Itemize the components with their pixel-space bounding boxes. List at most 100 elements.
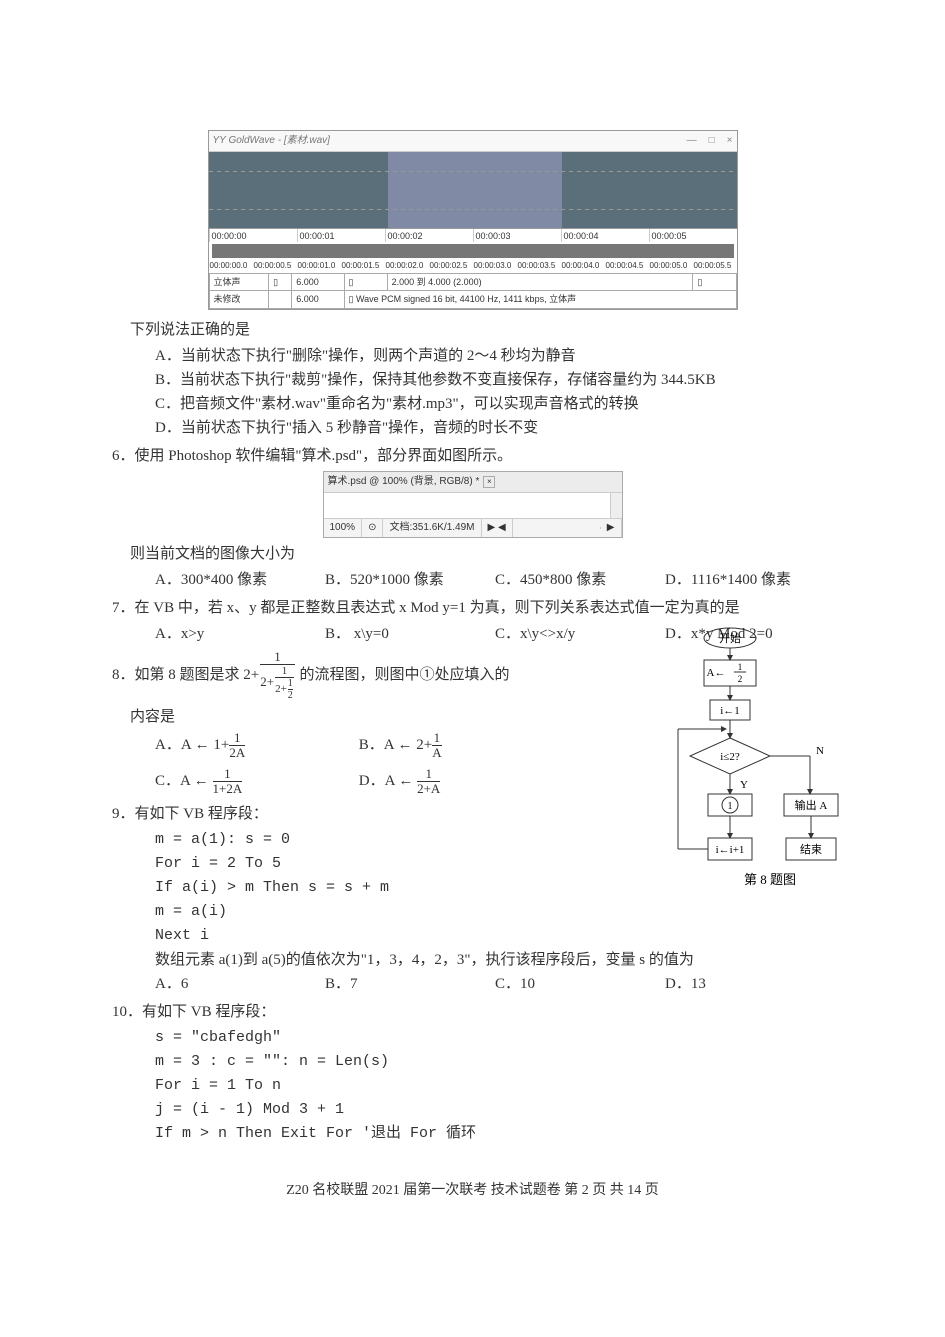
axis-tick: 00:00:03.0 [473, 260, 517, 273]
status-cell: ▯ Wave PCM signed 16 bit, 44100 Hz, 1411… [344, 291, 736, 308]
waveform-selection [388, 190, 562, 228]
option-a: A．A ← 1+12A [155, 731, 355, 761]
minimize-icon[interactable]: — [687, 133, 697, 149]
question9-post: 数组元素 a(1)到 a(5)的值依次为"1，3，4，2，3"，执行该程序段后，… [155, 948, 850, 972]
question8-stem: 8．如第 8 题图是求 2+12+12+12 的流程图，则图中①处应填入的 [112, 650, 660, 701]
status-cell: 6.000 [292, 291, 344, 308]
svg-text:2: 2 [738, 674, 743, 684]
waveform-channel-right [209, 190, 737, 228]
maximize-icon[interactable]: □ [709, 133, 715, 149]
axis-tick: 00:00:01 [297, 229, 385, 242]
axis-tick: 00:00:05.5 [693, 260, 737, 273]
nav-arrows: ▶ ◀ [482, 519, 513, 537]
goldwave-window-buttons: — □ × [687, 133, 733, 149]
question6-post: 则当前文档的图像大小为 [130, 542, 850, 566]
photoshop-canvas [324, 493, 622, 519]
option-c: C．把音频文件"素材.wav"重命名为"素材.mp3"，可以实现声音格式的转换 [155, 392, 850, 416]
scrollbar[interactable] [610, 493, 622, 518]
photoshop-statusbar: 100% ⊙ 文档:351.6K/1.49M ▶ ◀ ▶ [324, 519, 622, 537]
option-b: B．当前状态下执行"裁剪"操作，保持其他参数不变直接保存，存储容量约为 344.… [155, 368, 850, 392]
axis-tick: 00:00:00.0 [209, 260, 253, 273]
waveform-channel-left [209, 152, 737, 190]
time-axis-minor: 00:00:00.0 00:00:00.5 00:00:01.0 00:00:0… [209, 260, 737, 273]
question10-stem: 10．有如下 VB 程序段： [112, 1000, 850, 1024]
time-axis-major: 00:00:00 00:00:01 00:00:02 00:00:03 00:0… [209, 228, 737, 242]
axis-tick: 00:00:03 [473, 229, 561, 242]
status-cell [269, 291, 292, 308]
page: YY GoldWave - [素材.wav] — □ × 00:00:00 00… [0, 0, 945, 1243]
photoshop-tab: 算术.psd @ 100% (背景, RGB/8) * × [324, 472, 622, 493]
waveform-selection [388, 152, 562, 190]
option-d: D．A ← 12+A [359, 767, 441, 797]
page-footer: Z20 名校联盟 2021 届第一次联考 技术试题卷 第 2 页 共 14 页 [95, 1180, 850, 1202]
option-c: C．450*800 像素 [495, 568, 645, 592]
waveform-overview [212, 244, 734, 258]
nav-arrow-right: ▶ [601, 519, 622, 537]
tab-close-icon[interactable]: × [483, 476, 495, 488]
doc-size: 文档:351.6K/1.49M [383, 519, 481, 537]
axis-tick: 00:00:01.5 [341, 260, 385, 273]
code-line: For i = 2 To 5 [155, 852, 660, 876]
svg-text:Y: Y [740, 779, 748, 791]
code-line: If a(i) > m Then s = s + m [155, 876, 660, 900]
nested-fraction: 2+12+12+12 [243, 650, 296, 701]
svg-text:i←1: i←1 [720, 705, 740, 717]
axis-tick: 00:00:02 [385, 229, 473, 242]
axis-tick: 00:00:04.5 [605, 260, 649, 273]
code-line: If m > n Then Exit For '退出 For 循环 [155, 1122, 850, 1146]
question9-stem: 9．有如下 VB 程序段： [112, 802, 660, 826]
option-c: C．A ← 11+2A [155, 767, 355, 797]
option-c: C．x\y<>x/y [495, 622, 645, 646]
option-a: A．当前状态下执行"删除"操作，则两个声道的 2～4 秒均为静音 [155, 344, 850, 368]
status-icon: ⊙ [362, 519, 383, 537]
option-b: B．A ← 2+1A [359, 731, 442, 761]
svg-text:1: 1 [728, 801, 733, 812]
axis-tick: 00:00:05.0 [649, 260, 693, 273]
axis-tick: 00:00:02.5 [429, 260, 473, 273]
status-spacer [513, 527, 601, 529]
question8-wrap: 8．如第 8 题图是求 2+12+12+12 的流程图，则图中①处应填入的 内容… [95, 646, 850, 949]
goldwave-titlebar: YY GoldWave - [素材.wav] — □ × [209, 131, 737, 152]
axis-tick: 00:00:05 [649, 229, 737, 242]
option-d: D．13 [665, 972, 815, 996]
option-a: A．x>y [155, 622, 305, 646]
close-icon[interactable]: × [727, 133, 733, 149]
question9-options: A．6 B．7 C．10 D．13 [155, 972, 850, 996]
axis-tick: 00:00:01.0 [297, 260, 341, 273]
svg-text:A←: A← [707, 667, 726, 679]
option-d: D．当前状态下执行"插入 5 秒静音"操作，音频的时长不变 [155, 416, 850, 440]
svg-text:结束: 结束 [800, 843, 822, 856]
svg-text:N: N [816, 745, 824, 757]
question6-stem: 6．使用 Photoshop 软件编辑"算术.psd"，部分界面如图所示。 [112, 444, 850, 468]
option-b: B． x\y=0 [325, 622, 475, 646]
option-a: A．300*400 像素 [155, 568, 305, 592]
goldwave-statusbar: 立体声 ▯ 6.000 ▯ 2.000 到 4.000 (2.000) ▯ 未修… [209, 273, 737, 309]
svg-text:1: 1 [738, 662, 743, 672]
axis-tick: 00:00:02.0 [385, 260, 429, 273]
axis-tick: 00:00:04 [561, 229, 649, 242]
code-line: m = a(1): s = 0 [155, 828, 660, 852]
q8-stem-mid: 的流程图，则图中①处应填入的 [300, 667, 510, 683]
goldwave-window: YY GoldWave - [素材.wav] — □ × 00:00:00 00… [208, 130, 738, 310]
code-line: s = "cbafedgh" [155, 1026, 850, 1050]
q8-stem-cont: 内容是 [130, 705, 660, 729]
axis-tick: 00:00:00.5 [253, 260, 297, 273]
code-line: j = (i - 1) Mod 3 + 1 [155, 1098, 850, 1122]
question7-stem: 7．在 VB 中，若 x、y 都是正整数且表达式 x Mod y=1 为真，则下… [112, 596, 850, 620]
option-b: B．520*1000 像素 [325, 568, 475, 592]
svg-text:i≤2?: i≤2? [720, 751, 740, 763]
status-cell: 未修改 [209, 291, 269, 308]
flowchart: 开始 A← 1 2 i←1 i≤2? Y [660, 626, 850, 921]
q8-stem-pre: 8．如第 8 题图是求 [112, 667, 240, 683]
code-line: Next i [155, 924, 660, 948]
question-prompt: 下列说法正确的是 [130, 318, 850, 342]
status-cell: ▯ [693, 273, 736, 290]
axis-tick: 00:00:03.5 [517, 260, 561, 273]
q8-options-row2: C．A ← 11+2A D．A ← 12+A [155, 767, 660, 797]
q8-options-row1: A．A ← 1+12A B．A ← 2+1A [155, 731, 660, 761]
photoshop-window: 算术.psd @ 100% (背景, RGB/8) * × 100% ⊙ 文档:… [323, 471, 623, 538]
option-c: C．10 [495, 972, 645, 996]
photoshop-tab-label: 算术.psd @ 100% (背景, RGB/8) * [328, 474, 480, 490]
svg-text:开始: 开始 [719, 631, 741, 645]
status-cell: ▯ [269, 273, 292, 290]
